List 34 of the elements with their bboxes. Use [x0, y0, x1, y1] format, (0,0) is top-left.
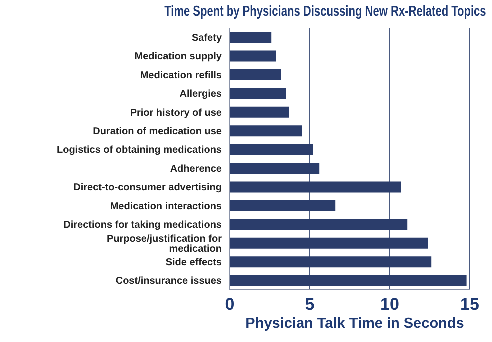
- bar: [230, 144, 314, 156]
- bar: [230, 238, 428, 249]
- bar: [230, 69, 282, 80]
- bar: [230, 163, 320, 174]
- x-tick-label: 5: [305, 295, 315, 314]
- bar: [230, 32, 272, 43]
- y-tick-label: Allergies: [180, 89, 222, 100]
- y-tick-label: Safety: [192, 32, 222, 44]
- y-tick-label: Direct-to-consumer advertising: [74, 182, 222, 194]
- bar: [230, 126, 302, 137]
- y-tick-label: Directions for taking medications: [64, 220, 222, 232]
- bar: [230, 256, 432, 268]
- bar: [230, 106, 290, 118]
- y-tick-label: Duration of medication use: [93, 126, 222, 138]
- y-tick-label: Prior history of use: [130, 108, 222, 119]
- bar: [230, 275, 467, 286]
- chart-title: Time Spent by Physicians Discussing New Rx-Related Topics: [164, 4, 486, 20]
- y-tick-label: Purpose/justification for medication: [106, 234, 222, 255]
- bar: [230, 88, 286, 100]
- x-tick-label: 15: [460, 295, 480, 314]
- y-tick-label: Adherence: [170, 164, 222, 175]
- bar: [230, 50, 276, 62]
- bar: [230, 200, 336, 212]
- y-tick-label: Medication refills: [140, 70, 222, 82]
- y-tick-label: Medication supply: [134, 52, 222, 63]
- x-tick-label: 10: [380, 295, 400, 314]
- x-axis-title: Physician Talk Time in Seconds: [244, 316, 466, 332]
- bar: [230, 182, 402, 193]
- y-tick-label: Logistics of obtaining medications: [56, 145, 222, 156]
- y-tick-label: Cost/insurance issues: [116, 276, 222, 288]
- x-tick-label: 0: [225, 295, 235, 314]
- bar: [230, 219, 408, 230]
- y-tick-label: Side effects: [166, 257, 222, 268]
- y-tick-label: Medication interactions: [110, 201, 222, 212]
